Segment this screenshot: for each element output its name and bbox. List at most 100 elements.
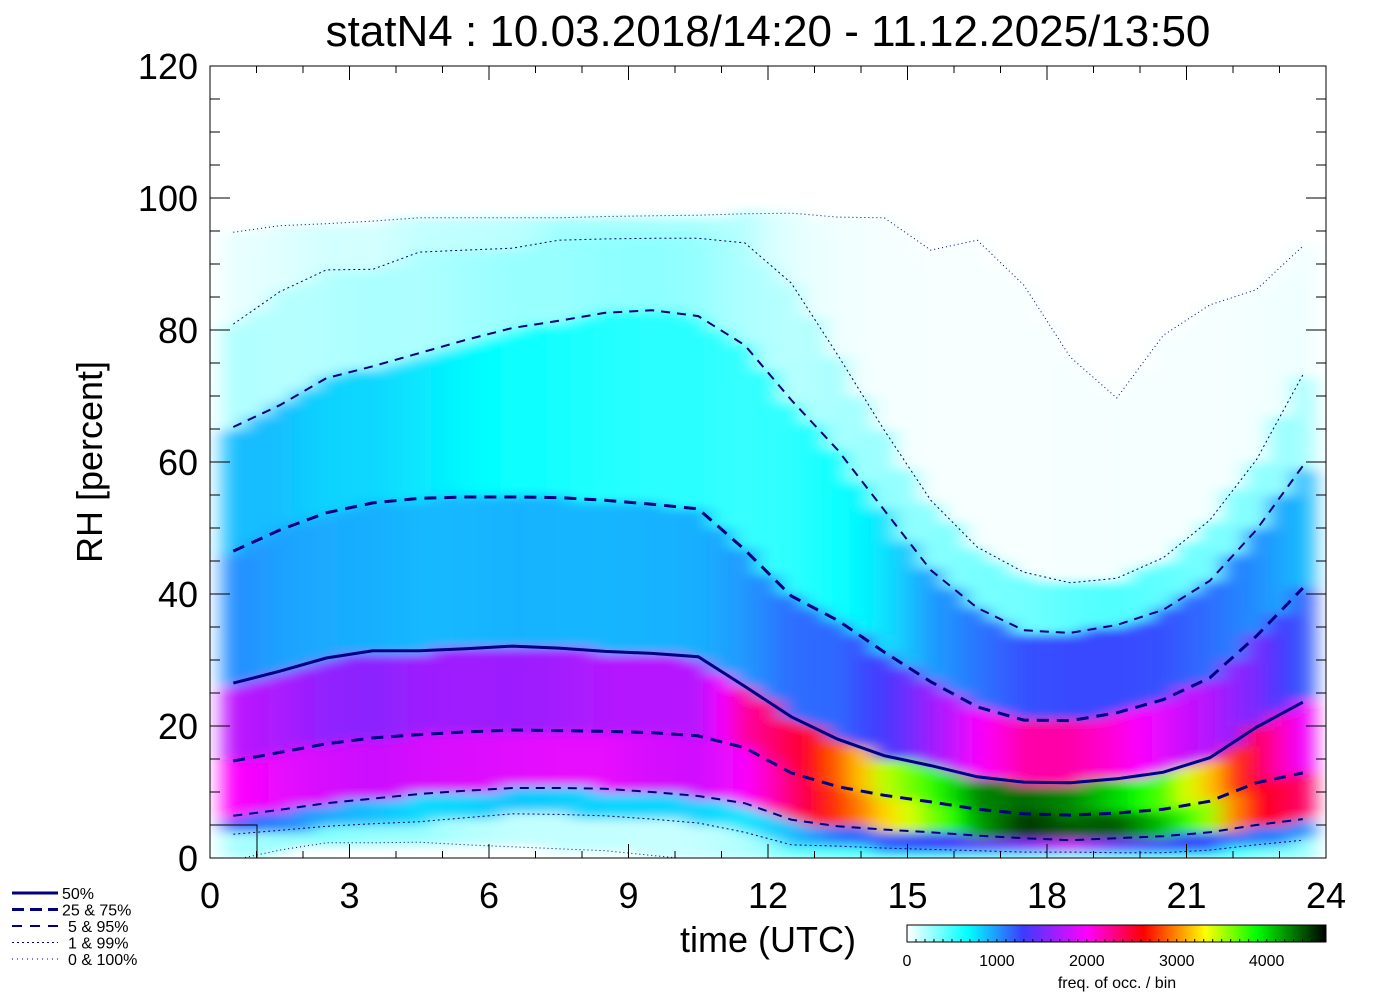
heatmap-cell — [988, 818, 1013, 826]
heatmap-cell — [407, 673, 432, 681]
heatmap-cell — [802, 640, 827, 648]
heatmap-cell — [1128, 501, 1153, 509]
heatmap-cell — [1105, 666, 1129, 674]
heatmap-cell — [709, 330, 734, 338]
heatmap-cell — [337, 389, 362, 397]
heatmap-cell — [268, 402, 292, 410]
heatmap-cell — [430, 567, 455, 575]
heatmap-cell — [547, 382, 571, 390]
heatmap-cell — [895, 574, 920, 582]
heatmap-cell — [384, 402, 409, 410]
heatmap-cell — [849, 290, 874, 298]
heatmap-cell — [314, 396, 339, 404]
heatmap-cell — [384, 574, 409, 582]
heatmap-cell — [965, 244, 990, 252]
heatmap-cell — [314, 580, 339, 588]
heatmap-cell — [244, 528, 269, 536]
heatmap-cell — [268, 316, 292, 324]
heatmap-cell — [733, 369, 757, 377]
heatmap-cell — [733, 429, 757, 437]
heatmap-cell — [616, 283, 641, 291]
heatmap-cell — [942, 323, 967, 331]
heatmap-cell — [942, 257, 967, 265]
heatmap-cell — [1081, 488, 1106, 496]
heatmap-cell — [361, 336, 385, 344]
heatmap-cell — [756, 462, 781, 470]
heatmap-cell — [477, 521, 502, 529]
heatmap-cell — [1291, 607, 1315, 615]
heatmap-cell — [547, 376, 571, 384]
heatmap-cell — [523, 250, 548, 258]
heatmap-cell — [1198, 349, 1222, 357]
heatmap-cell — [616, 501, 641, 509]
heatmap-cell — [1244, 686, 1269, 694]
heatmap-cell — [221, 587, 246, 595]
heatmap-cell — [523, 231, 548, 239]
heatmap-cell — [1081, 660, 1106, 668]
heatmap-cell — [1174, 633, 1199, 641]
heatmap-cell — [1081, 574, 1106, 582]
heatmap-cell — [616, 686, 641, 694]
heatmap-cell — [1105, 818, 1129, 826]
heatmap-cell — [1291, 712, 1315, 720]
heatmap-cell — [709, 283, 734, 291]
heatmap-cell — [1012, 666, 1036, 674]
heatmap-cell — [361, 448, 385, 456]
heatmap-cell — [337, 336, 362, 344]
heatmap-cell — [709, 844, 734, 852]
heatmap-cell — [826, 237, 850, 245]
heatmap-cell — [430, 627, 455, 635]
heatmap-cell — [454, 422, 478, 430]
heatmap-cell — [1128, 686, 1153, 694]
heatmap-cell — [849, 462, 874, 470]
heatmap-cell — [826, 356, 850, 364]
heatmap-cell — [454, 343, 478, 351]
heatmap-cell — [221, 792, 246, 800]
heatmap-cell — [430, 574, 455, 582]
heatmap-cell — [663, 561, 688, 569]
heatmap-cell — [314, 382, 339, 390]
heatmap-cell — [430, 389, 455, 397]
heatmap-cell — [221, 270, 246, 278]
heatmap-cell — [1058, 739, 1083, 747]
heatmap-cell — [407, 561, 432, 569]
heatmap-cell — [826, 534, 850, 542]
heatmap-cell — [919, 475, 943, 483]
heatmap-cell — [244, 778, 269, 786]
heatmap-cell — [1128, 745, 1153, 753]
heatmap-cell — [779, 765, 804, 773]
heatmap-cell — [663, 376, 688, 384]
heatmap-cell — [1128, 541, 1153, 549]
heatmap-cell — [663, 508, 688, 516]
heatmap-cell — [1128, 712, 1153, 720]
heatmap-cell — [268, 528, 292, 536]
heatmap-cell — [314, 514, 339, 522]
heatmap-cell — [1244, 594, 1269, 602]
heatmap-cell — [1058, 693, 1083, 701]
heatmap-cell — [616, 719, 641, 727]
heatmap-cell — [1151, 851, 1176, 858]
heatmap-cell — [1105, 574, 1129, 582]
heatmap-cell — [547, 739, 571, 747]
heatmap-cell — [523, 528, 548, 536]
heatmap-cell — [523, 521, 548, 529]
heatmap-cell — [640, 765, 664, 773]
heatmap-cell — [965, 719, 990, 727]
heatmap-cell — [454, 244, 478, 252]
heatmap-cell — [454, 765, 478, 773]
heatmap-cell — [337, 627, 362, 635]
heatmap-cell — [1058, 422, 1083, 430]
heatmap-cell — [221, 600, 246, 608]
heatmap-cell — [616, 475, 641, 483]
heatmap-cell — [523, 693, 548, 701]
heatmap-cell — [1012, 442, 1036, 450]
heatmap-cell — [384, 752, 409, 760]
heatmap-cell — [1081, 600, 1106, 608]
heatmap-cell — [686, 785, 711, 793]
heatmap-cell — [733, 382, 757, 390]
heatmap-cell — [1244, 561, 1269, 569]
heatmap-cell — [570, 640, 595, 648]
heatmap-cell — [779, 435, 804, 443]
heatmap-cell — [361, 818, 385, 826]
heatmap-cell — [1198, 382, 1222, 390]
